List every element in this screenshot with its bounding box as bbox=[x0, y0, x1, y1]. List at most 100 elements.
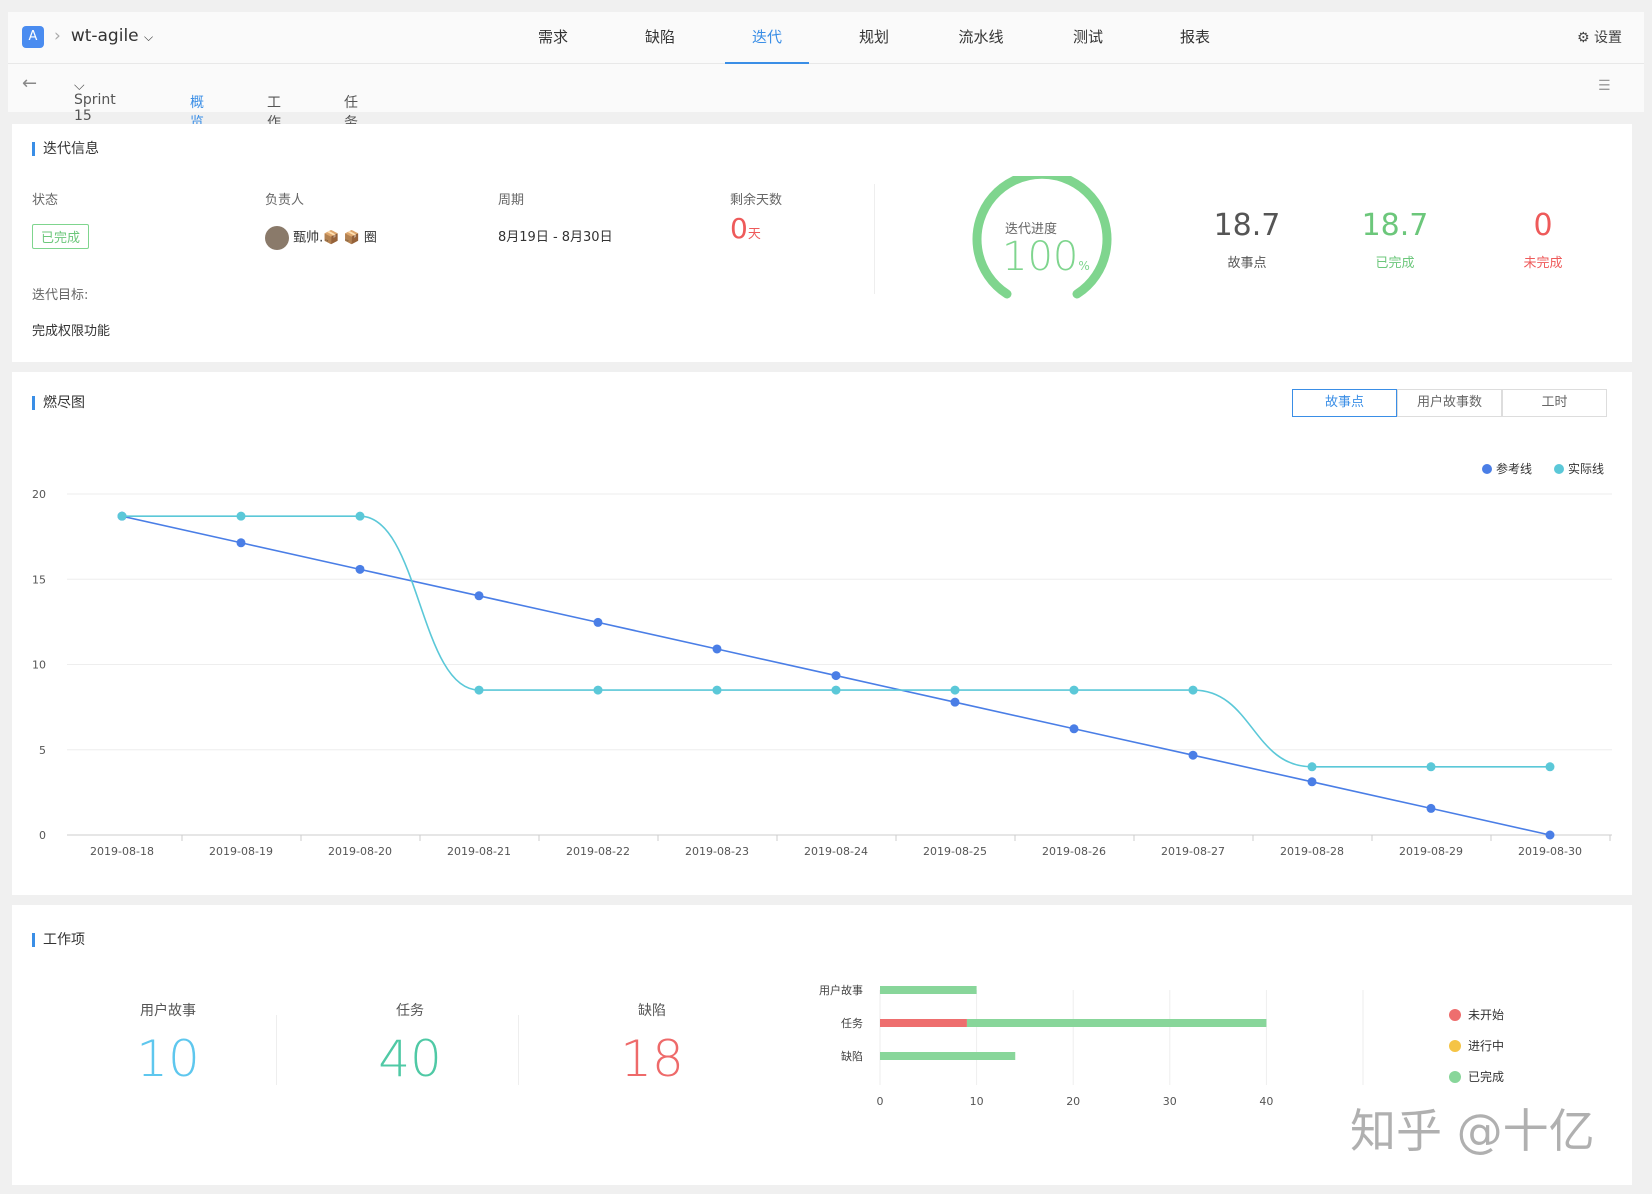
progress-label: 迭代进度 bbox=[1005, 222, 1058, 237]
count-value: 10 bbox=[136, 1030, 200, 1088]
owner: 甄帅.📦 📦 圈 bbox=[265, 226, 377, 250]
data-point bbox=[950, 685, 960, 695]
data-point bbox=[1307, 777, 1317, 787]
divider bbox=[874, 184, 875, 294]
nav-tab[interactable]: 测试 bbox=[1072, 28, 1103, 46]
legend-marker bbox=[1482, 464, 1492, 474]
data-point bbox=[712, 644, 722, 654]
chevron-right-icon: › bbox=[54, 26, 61, 46]
data-point bbox=[1426, 762, 1436, 772]
data-point bbox=[117, 511, 127, 521]
data-point bbox=[1426, 803, 1436, 813]
nav-tab[interactable]: 缺陷 bbox=[644, 28, 675, 46]
sub-nav: ← Sprint 15 ⌵ 概览工作项任务板 ☰ bbox=[8, 64, 1644, 151]
progress-unit: % bbox=[1078, 259, 1090, 273]
data-point bbox=[1188, 750, 1198, 760]
stat-label: 未完成 bbox=[1523, 256, 1563, 271]
status-badge: 已完成 bbox=[32, 224, 90, 249]
settings-label: 设置 bbox=[1594, 30, 1622, 46]
sprint-selector[interactable]: Sprint 15 ⌵ bbox=[74, 78, 116, 124]
data-point bbox=[1545, 762, 1555, 772]
chevron-down-icon: ⌵ bbox=[144, 30, 154, 44]
app-logo-icon[interactable]: A bbox=[22, 26, 44, 48]
avatar bbox=[265, 226, 289, 250]
y-tick-label: 5 bbox=[39, 744, 46, 757]
list-icon[interactable]: ☰ bbox=[1598, 78, 1611, 94]
remaining-label: 剩余天数 bbox=[730, 193, 783, 208]
section-title: 燃尽图 bbox=[32, 396, 85, 410]
category-label: 缺陷 bbox=[841, 1049, 863, 1063]
data-point bbox=[593, 685, 603, 695]
project-name: wt-agile bbox=[70, 26, 139, 46]
data-point bbox=[1545, 830, 1555, 840]
bar-segment bbox=[880, 986, 977, 994]
legend-label: 实际线 bbox=[1568, 461, 1604, 476]
data-point bbox=[1188, 685, 1198, 695]
x-tick-label: 2019-08-30 bbox=[1518, 845, 1582, 858]
goal-value: 完成权限功能 bbox=[32, 324, 111, 339]
nav-tab[interactable]: 报表 bbox=[1179, 28, 1210, 46]
data-point bbox=[474, 591, 484, 601]
x-tick-label: 2019-08-26 bbox=[1042, 845, 1106, 858]
data-point bbox=[1069, 724, 1079, 734]
burndown-mode-tab[interactable]: 故事点 bbox=[1292, 389, 1397, 417]
y-tick-label: 15 bbox=[32, 573, 46, 586]
nav-tab[interactable]: 流水线 bbox=[958, 28, 1004, 46]
section-title: 工作项 bbox=[32, 933, 85, 947]
period-value: 8月19日 - 8月30日 bbox=[498, 230, 613, 245]
x-tick-label: 2019-08-29 bbox=[1399, 845, 1463, 858]
top-nav: A › wt-agile ⌵ 需求 缺陷 迭代 规划 流水线 测试 报表 ⚙ 设置 bbox=[8, 12, 1644, 64]
data-point bbox=[712, 685, 722, 695]
x-tick-label: 2019-08-27 bbox=[1161, 845, 1225, 858]
data-point bbox=[831, 685, 841, 695]
burndown-mode-tab[interactable]: 工时 bbox=[1502, 389, 1607, 417]
divider bbox=[518, 1015, 519, 1085]
x-tick-label: 2019-08-28 bbox=[1280, 845, 1344, 858]
stat-value: 18.7 bbox=[1213, 208, 1281, 243]
data-point bbox=[1069, 685, 1079, 695]
status-label: 状态 bbox=[32, 193, 59, 208]
burndown-chart: 0 5 10 15 20 2019-08-18 2019-08-19 2019-08-20 20… bbox=[32, 461, 1612, 858]
y-tick-label: 0 bbox=[39, 829, 46, 842]
count-label: 任务 bbox=[396, 1003, 424, 1019]
x-tick-label: 2019-08-25 bbox=[923, 845, 987, 858]
data-point bbox=[1307, 762, 1317, 772]
stat-label: 故事点 bbox=[1227, 256, 1267, 271]
stat-value: 18.7 bbox=[1361, 208, 1429, 243]
data-point bbox=[831, 671, 841, 681]
count-value: 40 bbox=[378, 1030, 442, 1088]
work-items-card: 工作项 用户故事 10 任务 40 缺陷 18 0 10 20 30 40 用户故事 任务 缺陷 未开始进… bbox=[12, 905, 1632, 1185]
back-arrow-icon[interactable]: ← bbox=[22, 73, 38, 94]
x-tick-label: 20 bbox=[1066, 1095, 1080, 1108]
nav-tab[interactable]: 需求 bbox=[537, 28, 568, 46]
remaining-value: 0天 bbox=[730, 212, 761, 245]
legend-marker bbox=[1449, 1009, 1461, 1021]
y-tick-label: 20 bbox=[32, 488, 46, 501]
work-item-count: 任务 40 bbox=[320, 1000, 500, 1088]
nav-tab[interactable]: 规划 bbox=[858, 28, 889, 46]
legend-label: 未开始 bbox=[1468, 1008, 1504, 1022]
legend-label: 参考线 bbox=[1496, 461, 1532, 476]
legend-marker bbox=[1449, 1071, 1461, 1083]
settings-button[interactable]: ⚙ 设置 bbox=[1577, 27, 1622, 47]
stat-label: 已完成 bbox=[1375, 256, 1415, 271]
stat-value: 0 bbox=[1533, 208, 1553, 243]
progress-gauge bbox=[972, 176, 1112, 299]
remaining-days: 0 bbox=[730, 212, 748, 245]
bar-segment bbox=[880, 1019, 967, 1027]
period-label: 周期 bbox=[498, 193, 525, 208]
data-point bbox=[474, 685, 484, 695]
nav-tab[interactable]: 迭代 bbox=[725, 12, 809, 64]
x-tick-label: 2019-08-24 bbox=[804, 845, 868, 858]
burndown-mode-tab[interactable]: 用户故事数 bbox=[1397, 389, 1502, 417]
x-tick-label: 2019-08-23 bbox=[685, 845, 749, 858]
owner-name: 甄帅.📦 📦 圈 bbox=[293, 230, 377, 246]
owner-label: 负责人 bbox=[265, 193, 305, 208]
data-point bbox=[355, 511, 365, 521]
project-selector[interactable]: › wt-agile ⌵ bbox=[54, 26, 153, 46]
data-point bbox=[593, 617, 603, 627]
x-tick-label: 2019-08-19 bbox=[209, 845, 273, 858]
x-tick-label: 10 bbox=[970, 1095, 984, 1108]
x-tick-label: 2019-08-22 bbox=[566, 845, 630, 858]
legend-label: 已完成 bbox=[1468, 1069, 1504, 1084]
